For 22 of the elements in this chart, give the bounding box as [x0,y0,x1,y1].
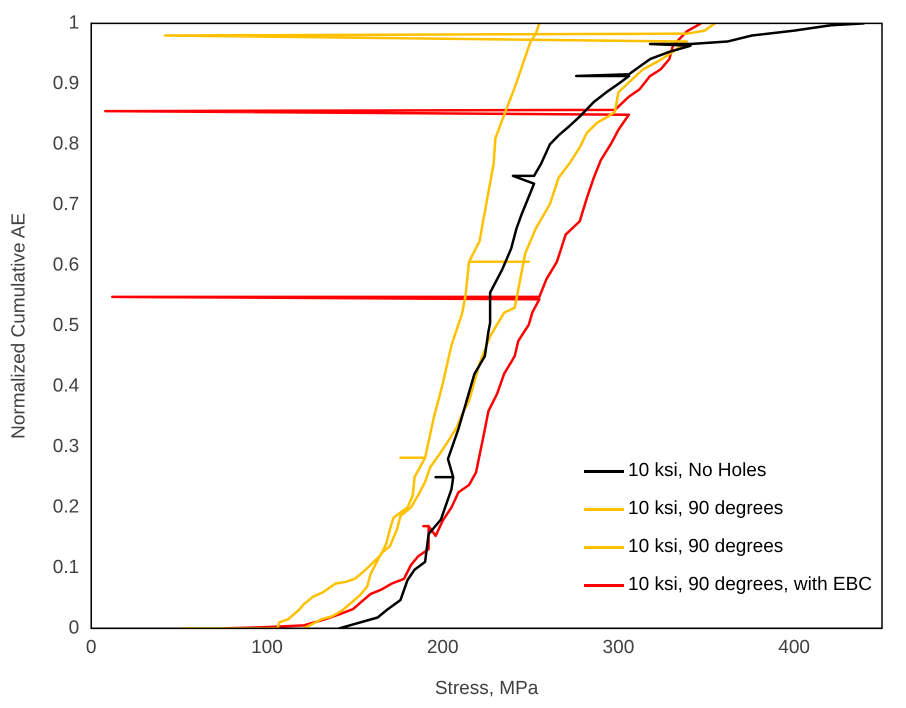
y-tick-label: 0.9 [52,73,80,94]
y-tick-label: 0.7 [52,194,80,216]
y-tick-label: 0.8 [52,134,80,155]
x-tick-label: 400 [778,637,810,658]
x-tick-label: 300 [602,637,634,658]
y-tick-label: 0.6 [52,254,80,276]
y-tick-label: 0.4 [52,376,80,397]
x-tick-label: 100 [251,637,283,658]
y-tick-label: 0.1 [52,557,80,578]
y-tick-label: 0 [68,618,80,639]
legend-label: 10 ksi, 90 degrees [628,498,784,520]
y-tick-label: 0.2 [52,496,80,518]
legend-label: 10 ksi, No Holes [628,460,766,482]
legend-label: 10 ksi, 90 degrees, with EBC [628,574,872,596]
x-tick-label: 0 [86,637,96,658]
legend-label: 10 ksi, 90 degrees [628,536,784,558]
x-tick-label: 200 [426,637,459,658]
y-tick-label: 0.5 [52,315,80,336]
y-tick-label: 0.3 [52,436,80,458]
x-axis-title: Stress, MPa [434,678,539,699]
y-axis-title: Normalized Cumulative AE [8,212,30,439]
y-tick-label: 1 [68,12,80,34]
